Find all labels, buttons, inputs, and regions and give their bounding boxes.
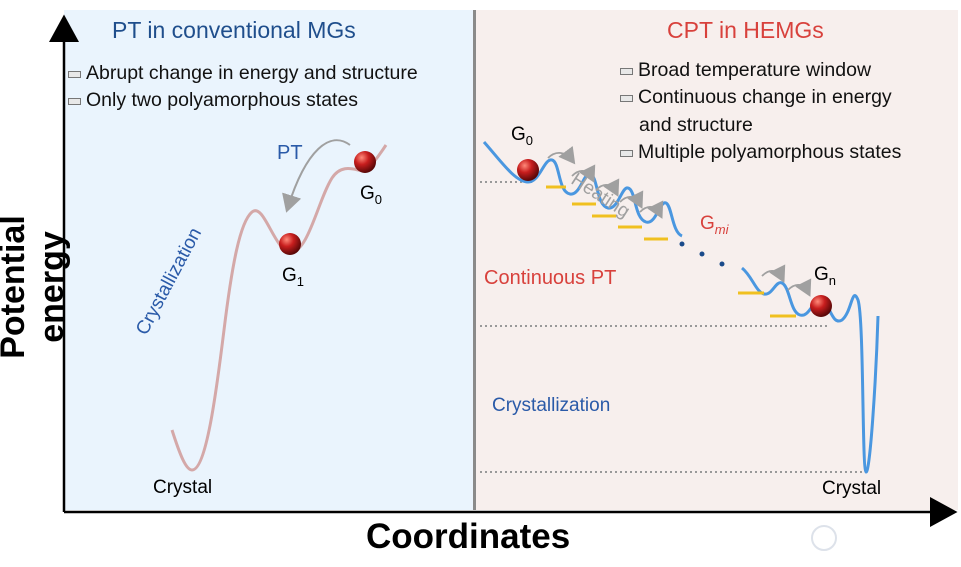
gmi-subscript: mi	[714, 221, 729, 237]
right-panel-title: CPT in HEMGs	[667, 17, 824, 43]
heating-arrow	[639, 200, 664, 219]
right-energy-curve-lower	[740, 266, 880, 474]
left-crystal-label: Crystal	[153, 477, 213, 498]
x-axis-label: Coordinates	[366, 517, 571, 556]
bullet-marker	[620, 150, 633, 157]
g0-ball-left	[354, 151, 376, 173]
pt-arrow	[282, 139, 351, 213]
gn-label: Gn	[814, 265, 836, 287]
gmi-letter: G	[700, 213, 715, 234]
left-bullet-2: Only two polyamorphous states	[68, 89, 359, 111]
g0-letter: G	[360, 183, 375, 204]
continuation-dot	[719, 261, 725, 267]
g0-subscript: 0	[374, 191, 383, 207]
bullet-marker	[68, 98, 81, 105]
g1-label: G1	[282, 266, 304, 288]
bullet-marker	[68, 71, 81, 78]
continuous-pt-label: Continuous PT	[484, 267, 617, 289]
right-bullet-2-text: Continuous change in energy	[638, 86, 892, 108]
heating-arrow	[619, 190, 644, 209]
gn-subscript: n	[828, 272, 837, 288]
left-bullet-1: Abrupt change in energy and structure	[68, 62, 418, 84]
heating-arrow	[761, 264, 786, 283]
right-crystal-label: Crystal	[822, 478, 882, 499]
right-bullet-2: Continuous change in energy	[620, 86, 892, 108]
g1-ball	[279, 233, 301, 255]
continuation-dot	[699, 251, 705, 257]
right-crystallization-label: Crystallization	[492, 395, 611, 416]
heating-arrow	[595, 178, 620, 197]
right-g0-label: G0	[511, 125, 533, 147]
left-panel-title: PT in conventional MGs	[112, 17, 356, 43]
left-bullet-1-text: Abrupt change in energy and structure	[86, 62, 418, 84]
heating-arrow	[571, 164, 596, 183]
right-bullet-3: Multiple polyamorphous states	[620, 141, 902, 163]
continuation-dot	[679, 241, 685, 247]
right-panel-background	[476, 10, 958, 510]
right-g0-subscript: 0	[525, 132, 534, 148]
left-panel-background	[64, 10, 474, 510]
bullet-marker	[620, 68, 633, 75]
bullet-marker	[620, 95, 633, 102]
left-bullet-2-text: Only two polyamorphous states	[86, 89, 359, 111]
gmi-label: Gmi	[700, 214, 729, 236]
y-axis-label: Potential energy	[0, 215, 71, 359]
right-bullet-2b-text: and structure	[639, 114, 753, 136]
gn-letter: G	[814, 264, 829, 285]
right-bullet-1-text: Broad temperature window	[638, 59, 872, 81]
left-energy-curve	[170, 144, 388, 472]
g0-ball-right	[517, 159, 539, 181]
g1-letter: G	[282, 265, 297, 286]
watermark-emblem	[811, 525, 837, 551]
gn-ball	[810, 295, 832, 317]
right-bullet-2-continued: and structure	[639, 114, 753, 136]
panel-divider	[473, 10, 476, 510]
right-bullet-1: Broad temperature window	[620, 59, 872, 81]
left-g0-label: G0	[360, 184, 382, 206]
g1-subscript: 1	[296, 273, 305, 289]
pt-label: PT	[277, 142, 303, 164]
right-bullet-3-text: Multiple polyamorphous states	[638, 141, 902, 163]
heating-arrow	[787, 278, 812, 297]
right-g0-letter: G	[511, 124, 526, 145]
heating-arrow	[547, 145, 576, 165]
